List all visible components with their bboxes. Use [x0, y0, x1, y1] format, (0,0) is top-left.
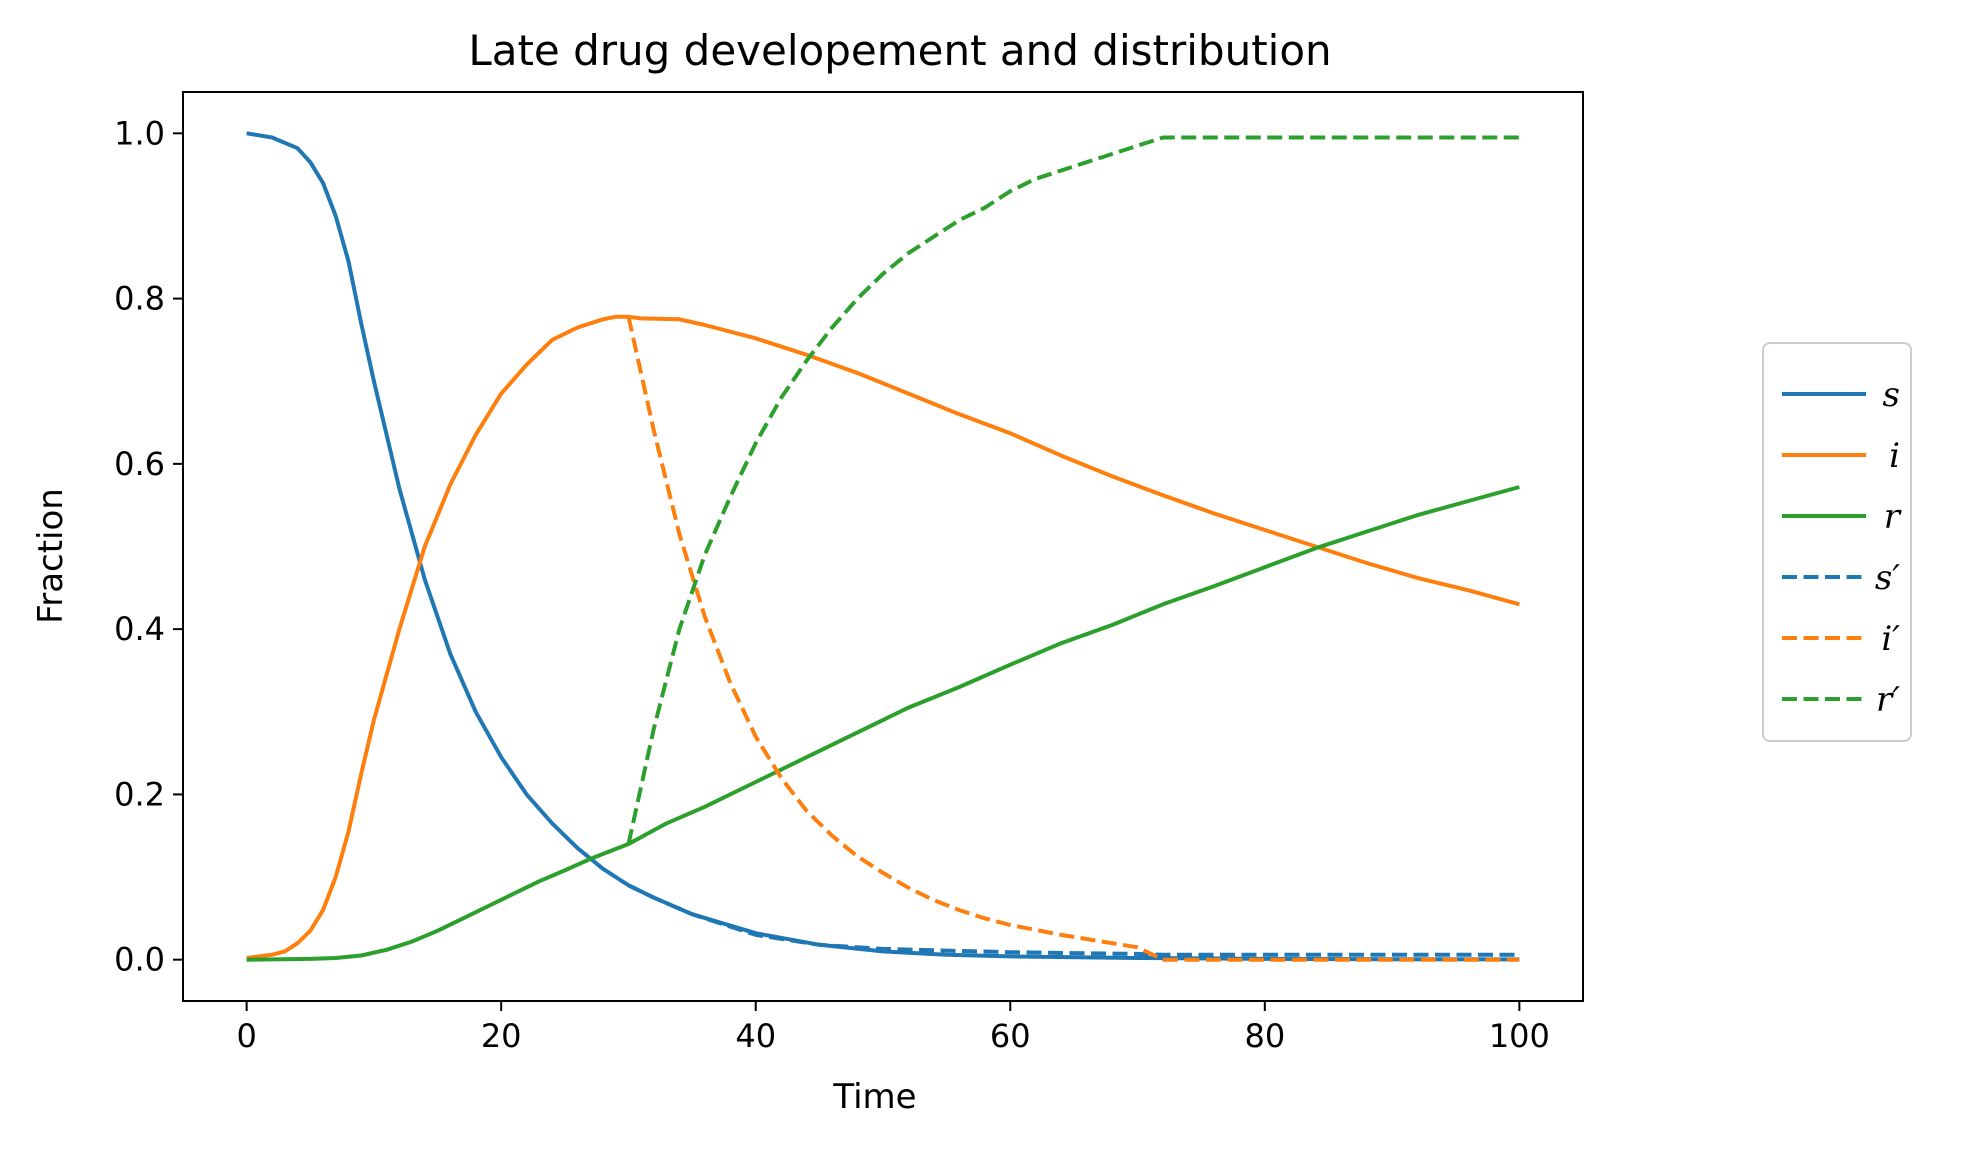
x-tick-label: 100	[1489, 1017, 1550, 1055]
x-axis: 0 20 40 60 80 100	[236, 1001, 1550, 1055]
legend-label-r: r	[1884, 497, 1902, 537]
series-line-r	[246, 485, 1520, 962]
series-line-s-prime	[627, 883, 1520, 957]
x-tick-label: 20	[481, 1017, 522, 1055]
series-layer	[246, 131, 1520, 962]
y-tick-label: 0.6	[114, 445, 165, 483]
y-tick-label: 0.4	[114, 610, 165, 648]
legend: sir s′ i′ r′	[1762, 342, 1912, 742]
legend-items: sir s′ i′ r′	[1782, 375, 1902, 720]
series-line-i	[246, 314, 1520, 960]
legend-box	[1762, 342, 1912, 742]
x-tick-label: 60	[990, 1017, 1031, 1055]
legend-label-r-prime: r′	[1876, 680, 1900, 720]
legend-label-i: i	[1889, 436, 1900, 476]
x-tick-label: 80	[1244, 1017, 1285, 1055]
y-axis: 0.0 0.2 0.4 0.6 0.8 1.0	[114, 114, 183, 979]
plot-area: 0 20 40 60 80 100 0.0 0.2 0.4 0.6 0.8 1.0	[114, 91, 1584, 1055]
y-tick-label: 1.0	[114, 114, 165, 152]
y-tick-label: 0.8	[114, 280, 165, 318]
y-tick-label: 0.2	[114, 775, 165, 813]
legend-label-i-prime: i′	[1881, 619, 1900, 659]
series-line-i-prime	[626, 316, 1520, 962]
x-axis-title: Time	[832, 1077, 916, 1117]
chart-title: Late drug developement and distribution	[468, 26, 1331, 75]
series-line-r-prime	[626, 135, 1520, 845]
y-axis-title: Fraction	[31, 488, 71, 624]
series-line-s	[246, 131, 1520, 962]
x-tick-label: 40	[735, 1017, 776, 1055]
x-tick-label: 0	[236, 1017, 256, 1055]
plot-frame	[182, 91, 1584, 1002]
legend-label-s-prime: s′	[1875, 558, 1900, 598]
y-tick-label: 0.0	[114, 941, 165, 979]
legend-label-s: s	[1883, 375, 1900, 415]
